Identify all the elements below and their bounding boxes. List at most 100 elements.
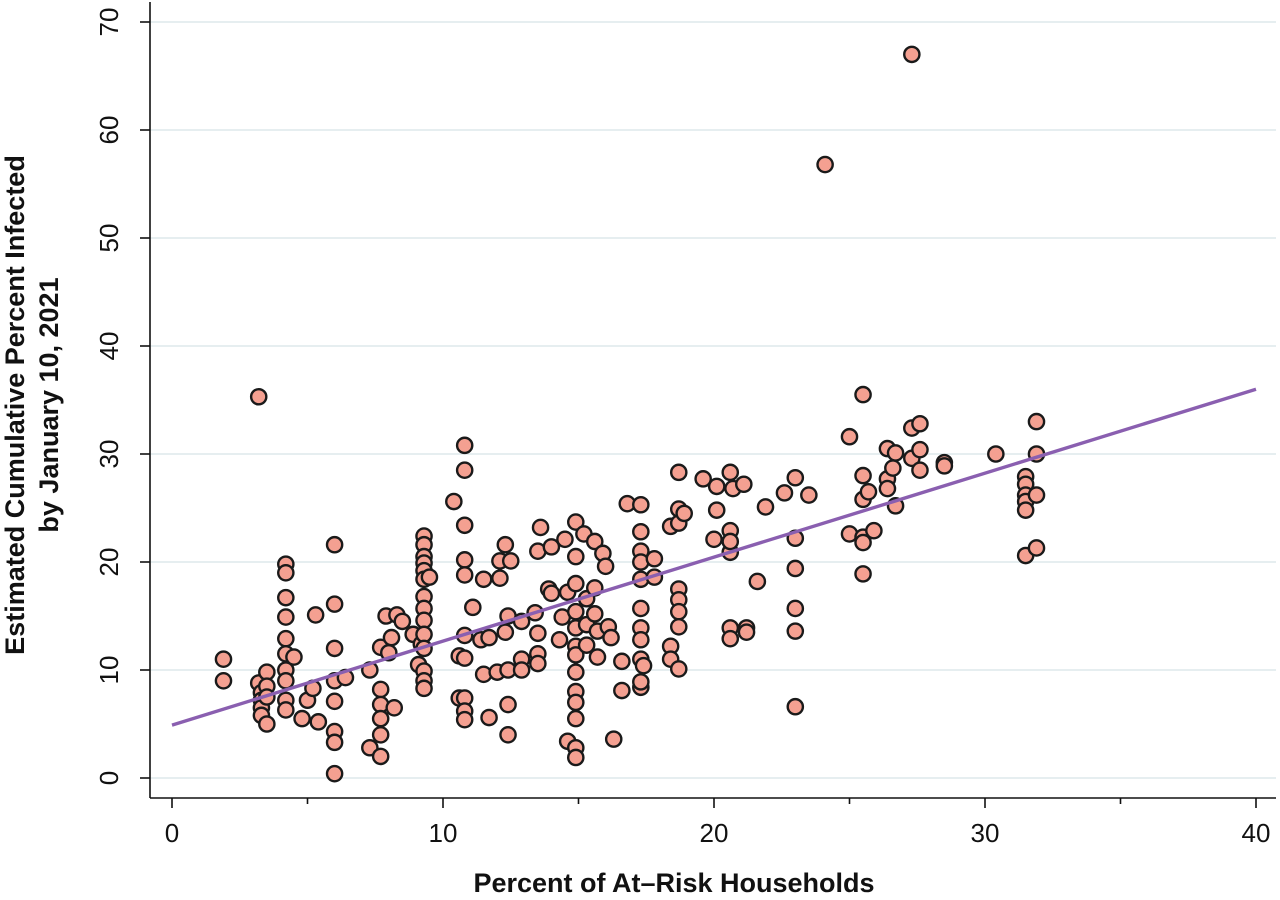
data-point (382, 628, 401, 647)
data-point (604, 730, 623, 748)
data-point (585, 532, 604, 551)
data-point (566, 513, 585, 531)
data-point (596, 557, 615, 576)
data-point (277, 588, 295, 607)
data-point (371, 726, 390, 744)
data-point (455, 436, 474, 455)
data-point (445, 492, 463, 511)
data-point (455, 649, 474, 667)
data-point (911, 414, 929, 433)
data-point (1027, 412, 1046, 431)
x-tick-label: 20 (700, 818, 729, 848)
y-tick-label: 40 (94, 332, 124, 361)
data-point (325, 639, 344, 658)
data-point (496, 623, 515, 642)
data-point (371, 709, 390, 728)
data-point (705, 530, 723, 549)
y-tick-label: 30 (94, 440, 124, 469)
data-point (277, 608, 295, 626)
data-point (854, 466, 872, 485)
x-tick-label: 40 (1242, 818, 1271, 848)
data-point (371, 680, 390, 699)
data-point (415, 679, 433, 698)
data-point (277, 629, 295, 648)
data-point (854, 565, 872, 583)
data-point (277, 701, 295, 719)
data-point (325, 733, 344, 752)
y-axis-title-line: by January 10, 2021 (34, 277, 64, 532)
data-point (455, 461, 474, 480)
data-point (613, 652, 631, 671)
data-point (602, 628, 620, 647)
data-point (556, 530, 574, 549)
data-point (786, 468, 805, 487)
data-point (325, 764, 344, 783)
data-point (1027, 486, 1046, 504)
data-point (566, 574, 585, 593)
data-point (737, 623, 756, 642)
data-point (325, 595, 344, 613)
data-point (277, 564, 295, 582)
data-point (721, 532, 740, 551)
data-point (214, 672, 233, 690)
data-point (886, 444, 905, 462)
data-point (293, 709, 311, 728)
data-point (588, 648, 607, 666)
data-point (566, 709, 585, 728)
data-point (306, 606, 325, 624)
data-point (669, 660, 688, 678)
data-point (566, 646, 585, 664)
data-point (613, 681, 631, 700)
data-point (480, 708, 498, 727)
data-point (903, 45, 921, 64)
data-point (566, 547, 585, 566)
data-point (258, 715, 276, 733)
data-point (577, 636, 596, 654)
data-point (371, 747, 390, 766)
data-point (721, 629, 740, 648)
data-point (566, 693, 585, 712)
y-tick-label: 50 (94, 224, 124, 253)
y-tick-label: 10 (94, 656, 124, 685)
data-point (325, 692, 344, 711)
data-point (501, 552, 520, 570)
y-tick-label: 0 (94, 771, 124, 785)
data-point (865, 521, 883, 540)
data-point (480, 628, 498, 647)
data-point (496, 535, 515, 554)
data-point (385, 699, 404, 717)
data-point (542, 538, 561, 556)
data-point (632, 673, 650, 691)
data-point (585, 605, 604, 623)
data-point (840, 427, 859, 446)
data-point (1016, 501, 1035, 519)
data-point (464, 598, 482, 617)
y-tick-label: 70 (94, 8, 124, 37)
data-point (512, 661, 531, 679)
data-point (566, 748, 585, 767)
data-point (632, 522, 650, 541)
data-point (214, 650, 233, 669)
data-point (531, 518, 550, 537)
data-point (735, 475, 753, 494)
data-point (786, 622, 805, 640)
data-point (455, 566, 474, 584)
data-point (1027, 539, 1046, 557)
data-point (455, 516, 474, 535)
data-point (550, 630, 569, 649)
data-point (566, 663, 585, 681)
data-point (987, 445, 1005, 463)
data-point (632, 495, 650, 514)
data-point (707, 501, 726, 519)
data-point (816, 155, 834, 174)
data-point (325, 535, 344, 554)
data-point (878, 479, 897, 498)
data-point (675, 504, 693, 523)
data-point (529, 654, 547, 673)
data-point (499, 695, 517, 714)
data-point (542, 584, 561, 603)
data-points (214, 45, 1046, 783)
data-point (854, 533, 872, 552)
x-tick-label: 10 (429, 818, 458, 848)
data-point (786, 559, 805, 578)
